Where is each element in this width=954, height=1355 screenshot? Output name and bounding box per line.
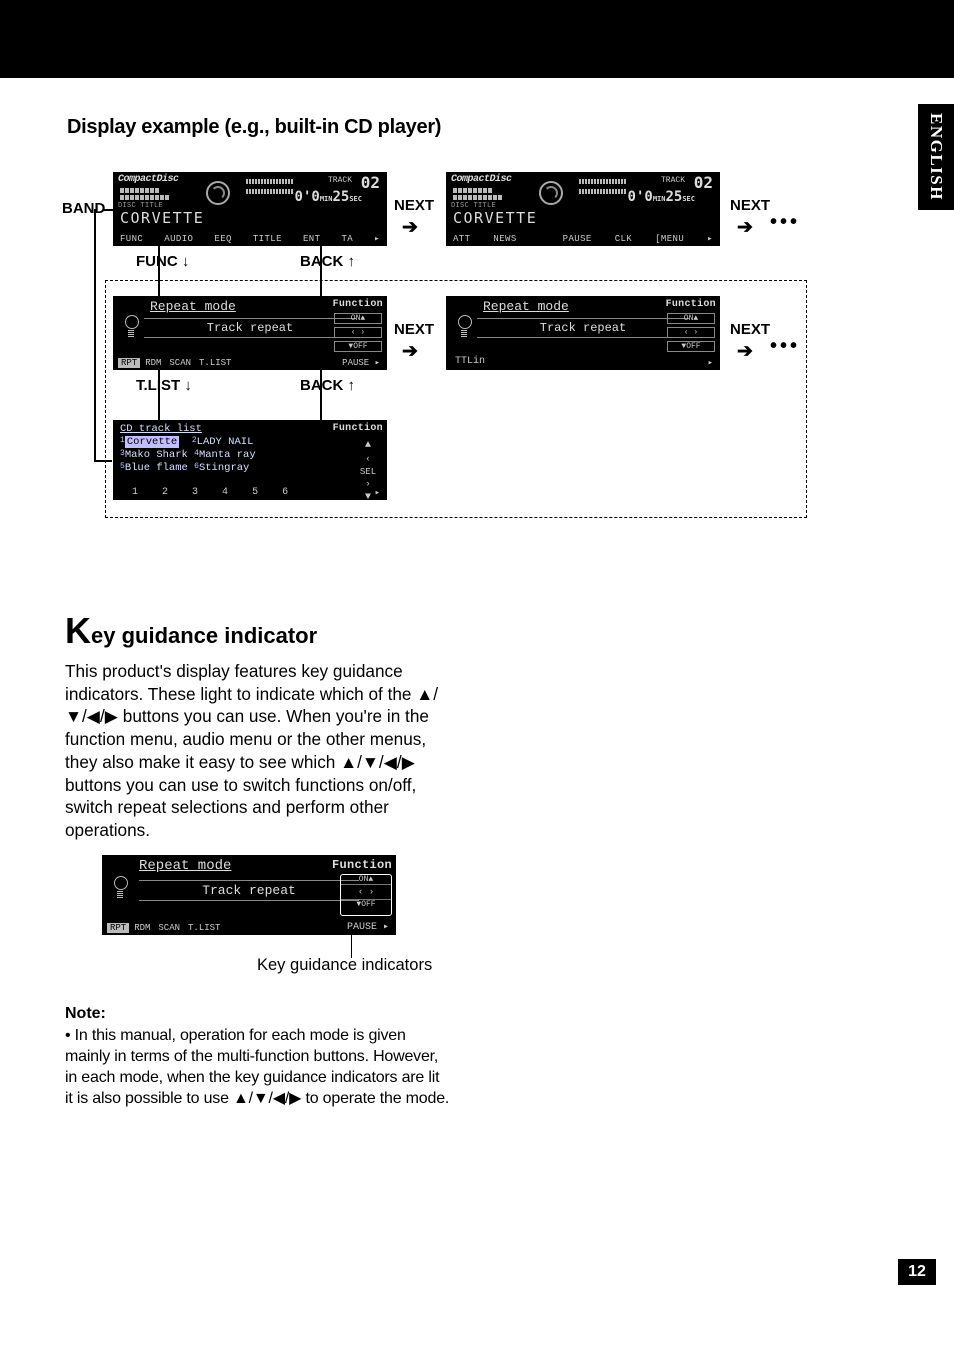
corvette-title: CORVETTE (114, 209, 204, 227)
on-indicator: ON▲ (667, 313, 715, 324)
conn-line (320, 246, 322, 296)
track-number: 02 (361, 173, 380, 192)
back-up-label: BACK ↑ (300, 253, 355, 270)
softkeys-row: FUNCAUDIOEEQTITLEENTTA▸ (114, 234, 386, 244)
list-item: 1Corvette 2LADY NAIL (114, 436, 386, 449)
kg-highlight-box: ON▲ ‹ › ▼OFF (340, 874, 392, 916)
softkeys-row-b: ATTNEWSPAUSECLK[MENU▸ (447, 234, 719, 244)
page-number: 12 (898, 1259, 936, 1285)
elapsed-time: 0'0MIN25SEC (628, 189, 695, 205)
track-repeat-value: Track repeat (477, 318, 689, 338)
language-tab: ENGLISH (918, 104, 954, 210)
func-tabs: RPTRDMSCANT.LIST (107, 923, 223, 933)
conn-line (94, 460, 112, 462)
note-text: • In this manual, operation for each mod… (65, 1025, 450, 1109)
display-example-title: Display example (e.g., built-in CD playe… (67, 116, 441, 139)
itrack-label: TRACK (328, 176, 352, 185)
next-label: NEXT (394, 197, 434, 214)
arrow-right-icon: ➔ (402, 340, 418, 363)
disc-icon (206, 181, 230, 205)
itrack-label: TRACK (661, 176, 685, 185)
note-heading: Note: (65, 1005, 450, 1023)
track-repeat-value: Track repeat (144, 318, 356, 338)
band-label: BAND (62, 200, 105, 217)
disc-icon (539, 181, 563, 205)
lr-indicator: ‹ › (334, 327, 382, 338)
off-indicator: ▼OFF (334, 341, 382, 352)
lcd-screen-1: CompactDisc DISC TITLE TRACK 02 0'0MIN25… (113, 172, 387, 246)
lr-indicator: ‹ › (667, 327, 715, 338)
conn-line (103, 209, 113, 211)
lcd-key-guidance: Repeat mode Function Track repeat ON▲ ‹ … (102, 855, 396, 935)
list-item: 5Blue flame 6Stingray (114, 462, 386, 475)
indicator-line (351, 935, 352, 958)
lcd-screen-4: Repeat mode Function Track repeat ON▲ ‹ … (446, 296, 720, 370)
conn-line (94, 209, 96, 461)
next-label: NEXT (394, 321, 434, 338)
function-label: Function (333, 423, 383, 434)
bulb-icon (109, 876, 131, 898)
next-label: NEXT (730, 321, 770, 338)
pause-softkey: PAUSE ▸ (342, 358, 380, 368)
list-item: 3Mako Shark 4Manta ray (114, 449, 386, 462)
key-guidance-heading: Key guidance indicator (65, 610, 317, 652)
key-guidance-body: This product's display features key guid… (65, 660, 455, 842)
arrow-right-icon: ➔ (737, 216, 753, 239)
lcd-screen-5: CD track list Function 1Corvette 2LADY N… (113, 420, 387, 500)
function-label: Function (666, 299, 716, 310)
arrow-right-icon: ➔ (737, 340, 753, 363)
elapsed-time: 0'0MIN25SEC (295, 189, 362, 205)
off-indicator: ▼OFF (667, 341, 715, 352)
compact-disc-label: CompactDisc (118, 174, 179, 185)
ellipsis-icon: ••• (770, 211, 800, 234)
next-label: NEXT (730, 197, 770, 214)
top-black-band (0, 0, 954, 78)
corvette-title: CORVETTE (447, 209, 537, 227)
bulb-icon (453, 315, 475, 337)
track-number: 02 (694, 173, 713, 192)
on-indicator: ON▲ (334, 313, 382, 324)
tlist-down-label: T.LIST ↓ (136, 377, 192, 394)
func-down-label: FUNC ↓ (136, 253, 189, 270)
pause-softkey: PAUSE ▸ (347, 921, 389, 933)
compact-disc-label: CompactDisc (451, 174, 512, 185)
note-block: Note: • In this manual, operation for ea… (65, 1005, 450, 1109)
bulb-icon (120, 315, 142, 337)
arrow-right-icon: ➔ (402, 216, 418, 239)
ellipsis-icon: ••• (770, 335, 800, 358)
list-numbers: 123456 (132, 487, 288, 498)
rt-arrow: ▸ (708, 358, 713, 368)
track-repeat-value: Track repeat (139, 880, 359, 901)
lcd-screen-2: CompactDisc DISC TITLE TRACK 02 0'0MIN25… (446, 172, 720, 246)
func-tabs: RPTRDMSCANT.LIST (118, 358, 234, 368)
ttlin-label: TTLin (455, 356, 485, 367)
kg-caption: Key guidance indicators (257, 956, 432, 975)
function-label: Function (333, 299, 383, 310)
conn-line (158, 246, 160, 296)
back-up-label: BACK ↑ (300, 377, 355, 394)
lcd-screen-3: Repeat mode Function Track repeat ON▲ ‹ … (113, 296, 387, 370)
rt-arrow: ▸ (375, 488, 380, 498)
function-label: Function (332, 858, 392, 872)
